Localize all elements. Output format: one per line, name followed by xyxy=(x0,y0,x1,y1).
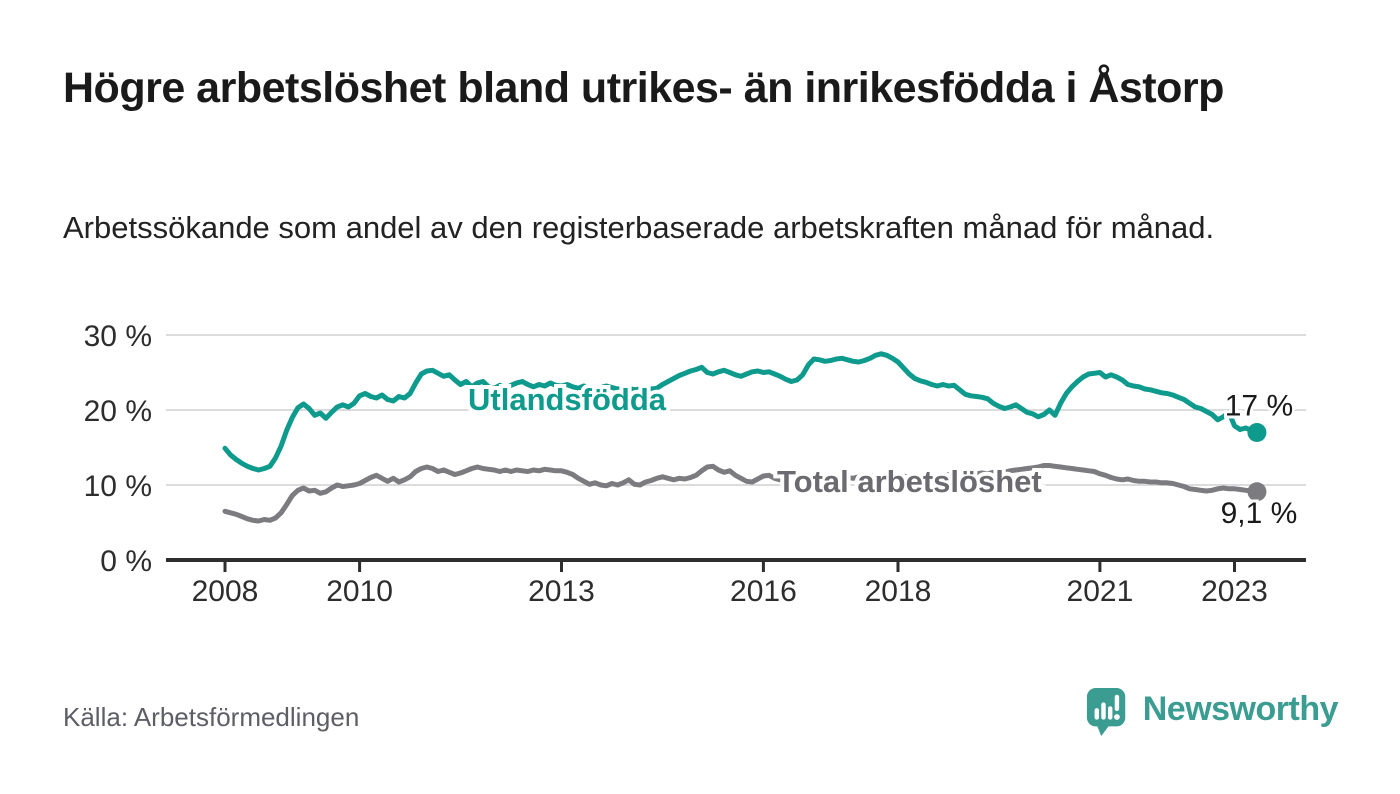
x-tick-label-2016: 2016 xyxy=(730,575,797,608)
brand-name: Newsworthy xyxy=(1142,689,1339,728)
page-title: Högre arbetslöshet bland utrikes- än inr… xyxy=(63,64,1224,112)
newsworthy-logo-icon xyxy=(1086,688,1125,736)
x-tick-label-2018: 2018 xyxy=(865,575,932,608)
series-label-total: Total arbetslöshet xyxy=(777,464,1042,499)
source-note: Källa: Arbetsförmedlingen xyxy=(63,702,360,732)
x-tick-label-2021: 2021 xyxy=(1067,575,1134,608)
series-end-dot-utlandsfodda xyxy=(1247,423,1267,442)
series-line-total xyxy=(222,463,1260,524)
x-tick-label-2023: 2023 xyxy=(1201,575,1268,608)
x-tick-label-2010: 2010 xyxy=(326,575,393,608)
y-tick-label-0: 0 % xyxy=(100,545,152,578)
series-end-dot-total xyxy=(1247,482,1267,502)
end-value-label-utlandsfodda: 17 % xyxy=(1225,390,1293,423)
end-value-label-total: 9,1 % xyxy=(1221,497,1298,530)
x-tick-label-2013: 2013 xyxy=(528,575,595,608)
x-tick-label-2008: 2008 xyxy=(192,575,259,608)
page-subtitle: Arbetssökande som andel av den registerb… xyxy=(63,210,1215,245)
line-chart: 0 % 10 % 20 % 30 % 2008 2010 2013 2016 2018 2021 2… xyxy=(84,320,1306,608)
y-tick-label-30: 30 % xyxy=(84,320,152,353)
brand-lockup: Newsworthy xyxy=(1085,686,1339,738)
series-line-utlandsfodda xyxy=(222,351,1260,473)
y-tick-label-10: 10 % xyxy=(84,470,152,503)
series-label-utlandsfodda: Utlandsfödda xyxy=(468,382,667,417)
y-tick-label-20: 20 % xyxy=(84,395,152,428)
